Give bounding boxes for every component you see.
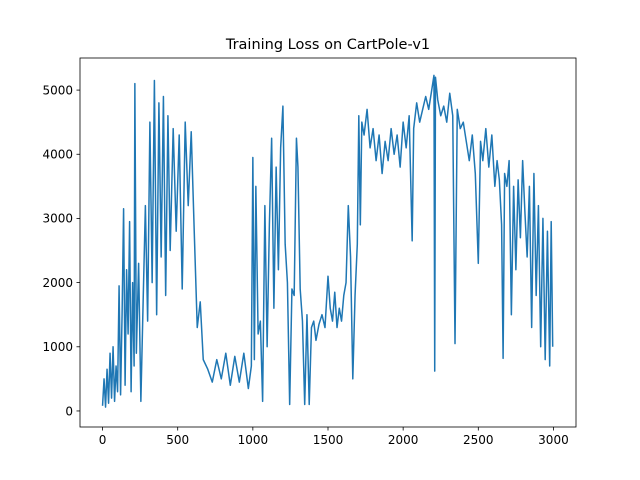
- y-tick-label: 1000: [42, 340, 73, 354]
- x-tick-label: 1500: [313, 433, 344, 447]
- chart-title: Training Loss on CartPole-v1: [225, 37, 430, 53]
- series-line-0: [101, 74, 554, 408]
- x-tick-label: 0: [99, 433, 107, 447]
- y-tick-label: 0: [65, 404, 73, 418]
- axes: 0 500 1000 1500 2000 2500 3000 0 1000 2000 3000 400…: [42, 57, 577, 447]
- y-tick-label: 4000: [42, 148, 73, 162]
- x-tick-label: 1000: [238, 433, 269, 447]
- y-tick-label: 5000: [42, 83, 73, 97]
- x-tick-label: 2500: [463, 433, 494, 447]
- plot-area: [101, 74, 554, 408]
- x-tick-label: 3000: [538, 433, 569, 447]
- x-tick-label: 500: [166, 433, 189, 447]
- y-tick-label: 3000: [42, 212, 73, 226]
- y-tick-label: 2000: [42, 276, 73, 290]
- x-tick-label: 2000: [388, 433, 419, 447]
